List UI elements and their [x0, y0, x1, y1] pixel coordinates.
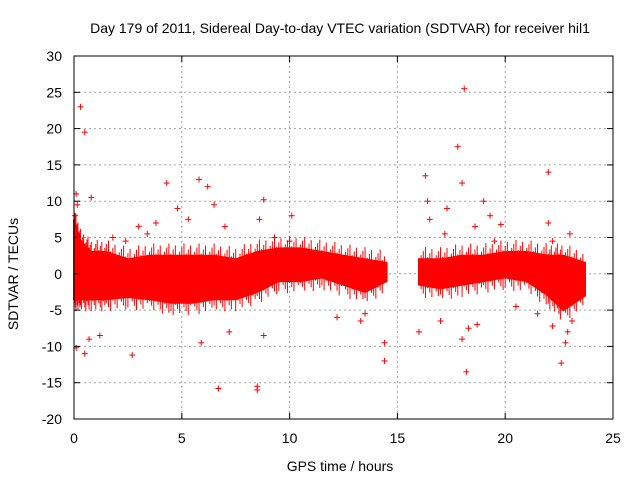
data-point — [288, 212, 295, 219]
y-tick-label: -5 — [50, 302, 63, 318]
data-point — [221, 223, 228, 230]
data-point — [185, 216, 192, 223]
data-point — [422, 172, 429, 179]
data-point — [415, 328, 422, 335]
x-tick-label: 15 — [390, 430, 406, 446]
data-point — [437, 317, 444, 324]
data-point — [459, 336, 466, 343]
data-point — [549, 238, 556, 245]
data-point — [562, 339, 569, 346]
data-point — [362, 310, 369, 317]
data-point — [545, 219, 552, 226]
data-point — [74, 201, 81, 208]
data-point — [81, 350, 88, 357]
data-point — [260, 332, 267, 339]
x-tick-label: 25 — [605, 430, 621, 446]
data-point — [334, 314, 341, 321]
x-tick-label: 20 — [497, 430, 513, 446]
data-point — [163, 180, 170, 187]
plot-frame — [73, 55, 614, 420]
data-point — [86, 336, 93, 343]
data-point — [549, 323, 556, 330]
data-point — [443, 205, 450, 212]
data-point — [426, 216, 433, 223]
data-point — [381, 339, 388, 346]
data-point — [512, 303, 519, 310]
data-point — [474, 321, 481, 328]
data-point — [487, 212, 494, 219]
data-point — [204, 183, 211, 190]
data-point — [564, 328, 571, 335]
data-point — [88, 194, 95, 201]
data-point — [472, 223, 479, 230]
data-point — [441, 230, 448, 237]
data-point — [454, 143, 461, 150]
data-point — [90, 256, 97, 263]
data-point — [459, 180, 466, 187]
data-point — [465, 325, 472, 332]
y-tick-label: 25 — [46, 84, 62, 100]
data-point — [256, 216, 263, 223]
y-tick-label: 10 — [46, 193, 62, 209]
y-axis-label: SDTVAR / TECUs — [5, 218, 21, 330]
data-point — [135, 223, 142, 230]
data-point — [174, 205, 181, 212]
y-tick-label: 15 — [46, 157, 62, 173]
y-tick-label: 5 — [54, 230, 62, 246]
data-point — [566, 230, 573, 237]
axes — [73, 55, 614, 420]
x-tick-label: 5 — [178, 430, 186, 446]
data-point — [152, 219, 159, 226]
chart-title: Day 179 of 2011, Sidereal Day-to-day VTE… — [90, 20, 590, 36]
x-tick-label: 0 — [70, 430, 78, 446]
data-point — [211, 201, 218, 208]
data-point — [226, 328, 233, 335]
data-point — [424, 198, 431, 205]
data-point — [480, 198, 487, 205]
data-point — [534, 310, 541, 317]
data-point — [215, 385, 222, 392]
x-tick-label: 10 — [282, 430, 298, 446]
data-point — [558, 360, 565, 367]
data-points — [72, 85, 576, 393]
data-point — [357, 317, 364, 324]
data-point — [96, 332, 103, 339]
y-tick-label: -15 — [42, 375, 62, 391]
data-point — [81, 129, 88, 136]
data-band-segment — [73, 219, 388, 304]
data-point — [260, 196, 267, 203]
data-point — [196, 176, 203, 183]
data-point — [381, 357, 388, 364]
data-point — [198, 339, 205, 346]
data-point — [286, 238, 293, 245]
y-tick-label: -20 — [42, 411, 62, 427]
data-point — [497, 221, 504, 228]
y-tick-label: -10 — [42, 338, 62, 354]
data-point — [545, 169, 552, 176]
y-tick-label: 20 — [46, 121, 62, 137]
data-point — [254, 386, 261, 393]
x-axis-label: GPS time / hours — [287, 458, 394, 474]
data-point — [271, 234, 278, 241]
data-point — [109, 234, 116, 241]
data-point — [461, 85, 468, 92]
data-point — [491, 238, 498, 245]
data-point — [77, 103, 84, 110]
y-tick-label: 0 — [54, 266, 62, 282]
data-point — [129, 352, 136, 359]
y-tick-label: 30 — [46, 48, 62, 64]
x-tick-labels: 0 5 10 15 20 25 — [70, 430, 621, 446]
data-point — [122, 238, 129, 245]
data-point — [144, 230, 151, 237]
y-tick-labels: -20 -15 -10 -5 0 5 10 15 20 25 30 — [42, 48, 62, 427]
data-point — [463, 368, 470, 375]
data-point — [72, 212, 79, 219]
data-band — [73, 213, 586, 320]
data-point — [569, 317, 576, 324]
